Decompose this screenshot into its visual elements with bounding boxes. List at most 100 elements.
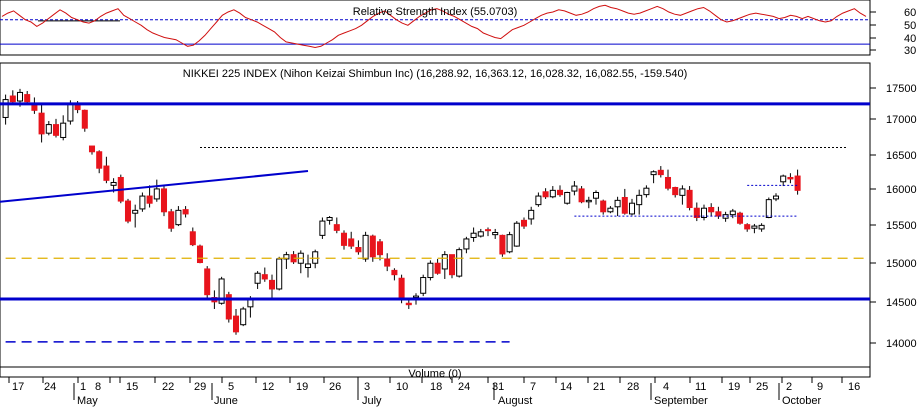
candle — [672, 186, 679, 198]
candle — [38, 103, 45, 143]
candle — [614, 196, 621, 217]
candle-body — [736, 212, 744, 224]
candle-body — [535, 195, 542, 206]
candle-body — [204, 268, 211, 296]
candle — [218, 276, 225, 305]
candle — [153, 179, 160, 202]
candle — [355, 240, 362, 255]
rsi-title: Relative Strength Index (55.0703) — [353, 6, 518, 18]
day-label: 17 — [12, 381, 24, 393]
candle — [312, 249, 319, 269]
candle-body — [398, 277, 405, 301]
candle — [456, 247, 463, 278]
price-tick-label: 16000 — [886, 184, 917, 196]
candle — [484, 227, 492, 237]
x-axis: 17 24 1 8 15 22 29 5 12 19 26 3 10 18 24… — [8, 377, 860, 407]
month-label: August — [498, 395, 532, 407]
candle-body — [549, 189, 556, 198]
candle — [60, 115, 67, 141]
candle-body — [441, 254, 448, 270]
candle-body — [67, 102, 74, 122]
candle — [427, 260, 434, 281]
day-label: 29 — [194, 381, 206, 393]
candle — [24, 91, 31, 104]
candle-body — [700, 207, 708, 219]
candle-body — [391, 269, 398, 276]
candle — [441, 251, 448, 279]
candle-body — [484, 229, 492, 232]
candle-body — [103, 165, 110, 181]
rsi-axis: 60 50 40 30 — [870, 7, 916, 57]
candle-body — [621, 196, 628, 214]
candle-body — [513, 222, 520, 247]
candle-body — [650, 171, 657, 176]
day-label: 24 — [44, 381, 56, 393]
candle-body — [9, 95, 16, 103]
candle-body — [52, 124, 60, 136]
candle-body — [175, 209, 182, 226]
candle-body — [376, 241, 384, 256]
rsi-tick-label: 40 — [904, 33, 916, 45]
candle — [729, 208, 736, 219]
candle — [283, 251, 290, 269]
candle-body — [571, 185, 578, 192]
candle — [535, 192, 542, 207]
candle-body — [45, 124, 52, 134]
candle — [9, 90, 16, 105]
candle-body — [492, 232, 499, 236]
candle — [528, 206, 535, 225]
candle-body — [24, 94, 31, 103]
candle-body — [110, 181, 117, 186]
candle-body — [679, 188, 686, 196]
candle-body — [2, 99, 9, 118]
candle — [81, 109, 88, 132]
month-label: June — [214, 395, 238, 407]
candle — [643, 185, 650, 198]
candle-body — [276, 258, 283, 290]
candle — [240, 306, 247, 327]
candle-body — [614, 199, 621, 208]
candle-body — [326, 217, 333, 221]
candle — [578, 186, 585, 204]
candle-body — [477, 231, 484, 237]
candle-body — [794, 175, 801, 191]
candle — [319, 217, 326, 239]
candle — [657, 166, 664, 178]
candle — [585, 196, 592, 209]
price-tick-label: 14000 — [886, 338, 917, 350]
candle — [182, 206, 189, 218]
candle-body — [38, 112, 45, 135]
day-label: 1 — [80, 381, 86, 393]
candle — [708, 203, 715, 217]
candle — [751, 223, 758, 234]
price-tick-label: 16500 — [886, 150, 917, 162]
candle-body — [232, 315, 240, 333]
candle-body — [139, 195, 146, 210]
candle — [45, 121, 52, 136]
candle — [636, 189, 643, 215]
day-label: 15 — [126, 381, 138, 393]
candle — [132, 204, 139, 228]
rsi-layer — [0, 4, 870, 49]
day-label: 28 — [627, 381, 639, 393]
candle — [499, 234, 506, 257]
candle — [765, 197, 772, 219]
candle — [463, 236, 470, 254]
candle — [160, 185, 168, 217]
rsi-line — [1, 4, 867, 49]
candle-body — [772, 195, 780, 200]
candle — [556, 185, 564, 197]
price-tick-label: 14500 — [886, 297, 917, 309]
candle — [664, 169, 672, 191]
candle-body — [218, 278, 225, 304]
candle-body — [124, 200, 132, 222]
day-label: 5 — [228, 381, 234, 393]
candle-body — [664, 176, 672, 189]
candle-body — [693, 207, 700, 219]
candle — [204, 266, 211, 298]
candle-body — [304, 263, 312, 269]
candle-body — [132, 209, 139, 214]
candle — [88, 145, 96, 155]
candle — [506, 231, 513, 254]
candle — [758, 223, 765, 232]
